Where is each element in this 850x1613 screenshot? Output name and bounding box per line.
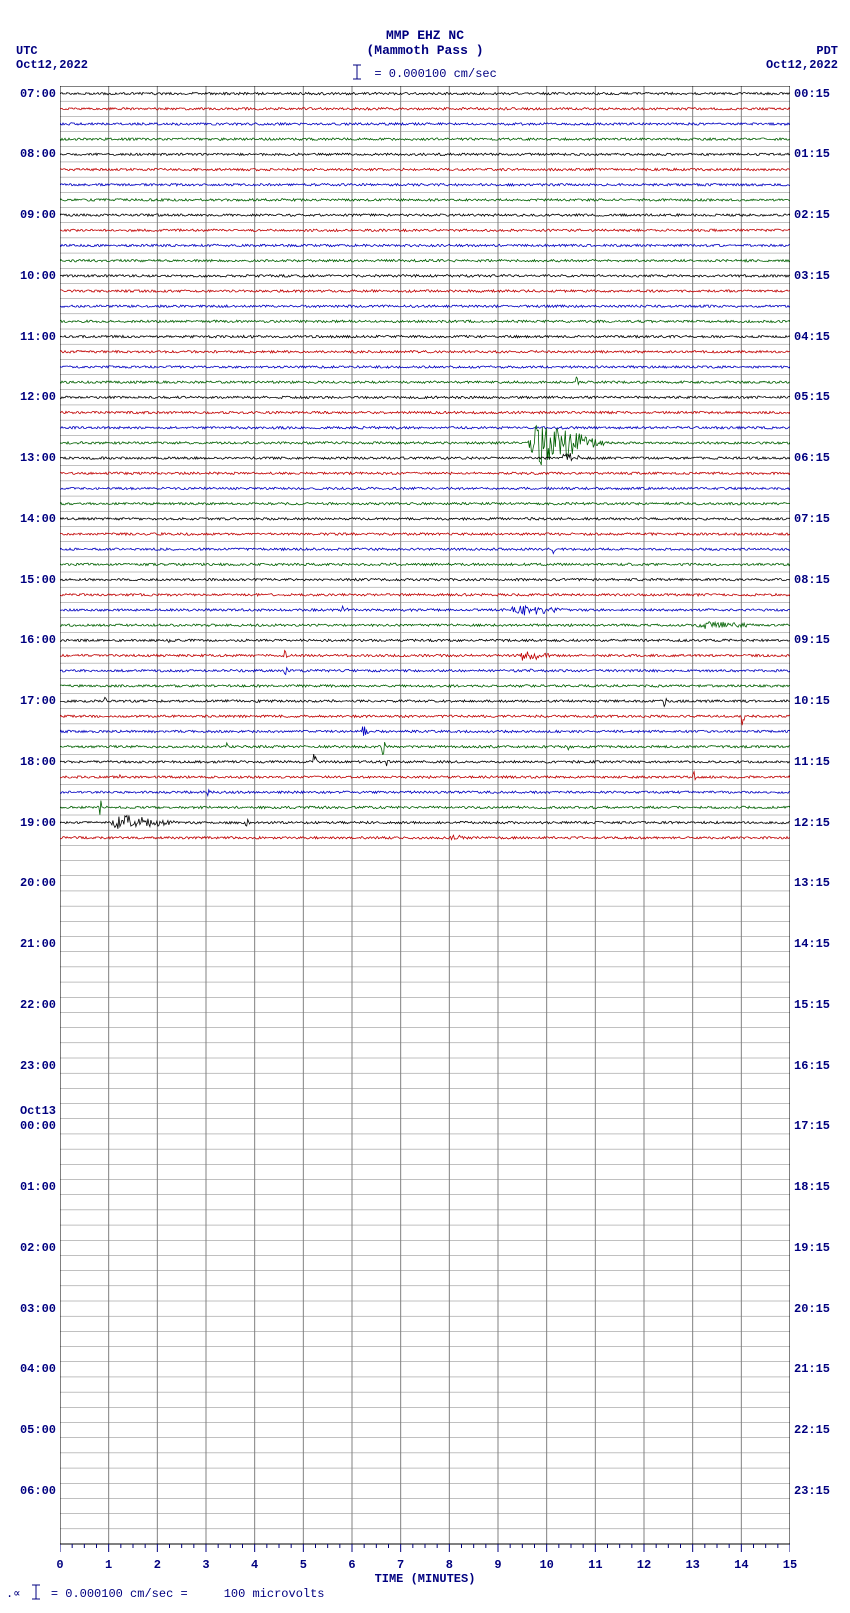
y-left-label: Oct13 <box>0 1105 56 1117</box>
y-left-label: 20:00 <box>0 877 56 889</box>
x-tick-label: 5 <box>300 1558 307 1572</box>
y-left-label: 13:00 <box>0 452 56 464</box>
y-right-label: 22:15 <box>794 1424 850 1436</box>
x-tick-label: 6 <box>348 1558 355 1572</box>
x-tick-label: 9 <box>494 1558 501 1572</box>
scale-indicator: = 0.000100 cm/sec <box>0 63 850 85</box>
x-tick-label: 15 <box>783 1558 797 1572</box>
station-location: (Mammoth Pass ) <box>0 43 850 58</box>
y-left-label: 09:00 <box>0 209 56 221</box>
plot-area <box>60 86 790 1544</box>
y-right-label: 01:15 <box>794 148 850 160</box>
y-left-label: 15:00 <box>0 574 56 586</box>
y-left-label: 19:00 <box>0 817 56 829</box>
x-tick-label: 8 <box>446 1558 453 1572</box>
y-right-label: 07:15 <box>794 513 850 525</box>
footer-bar-icon <box>32 1583 40 1605</box>
x-tick-label: 7 <box>397 1558 404 1572</box>
y-left-label: 08:00 <box>0 148 56 160</box>
y-left-label: 22:00 <box>0 999 56 1011</box>
top-right-corner: PDT Oct12,2022 <box>766 44 838 72</box>
y-right-label: 02:15 <box>794 209 850 221</box>
y-left-label: 18:00 <box>0 756 56 768</box>
y-left-label: 01:00 <box>0 1181 56 1193</box>
x-tick-label: 4 <box>251 1558 258 1572</box>
y-right-label: 15:15 <box>794 999 850 1011</box>
y-right-label: 23:15 <box>794 1485 850 1497</box>
y-left-label: 17:00 <box>0 695 56 707</box>
x-tick-label: 2 <box>154 1558 161 1572</box>
y-right-label: 05:15 <box>794 391 850 403</box>
x-tick-label: 12 <box>637 1558 651 1572</box>
y-right-label: 04:15 <box>794 331 850 343</box>
footer-scale-b: 100 microvolts <box>224 1587 325 1601</box>
y-right-label: 06:15 <box>794 452 850 464</box>
y-axis-left: 07:00 08:00 09:00 10:00 11:00 12:00 13:00 14:00… <box>0 86 56 1544</box>
station-code: MMP EHZ NC <box>0 28 850 43</box>
y-right-label: 08:15 <box>794 574 850 586</box>
seismogram-svg <box>60 86 790 1562</box>
x-tick-label: 14 <box>734 1558 748 1572</box>
y-right-label: 17:15 <box>794 1120 850 1132</box>
x-tick-label: 1 <box>105 1558 112 1572</box>
y-right-label: 13:15 <box>794 877 850 889</box>
y-right-label: 09:15 <box>794 634 850 646</box>
x-tick-label: 0 <box>56 1558 63 1572</box>
y-right-label: 10:15 <box>794 695 850 707</box>
x-tick-label: 13 <box>685 1558 699 1572</box>
y-left-label: 05:00 <box>0 1424 56 1436</box>
y-right-label: 12:15 <box>794 817 850 829</box>
y-right-label: 14:15 <box>794 938 850 950</box>
y-left-label: 02:00 <box>0 1242 56 1254</box>
x-tick-label: 3 <box>202 1558 209 1572</box>
footer-scale-a: = 0.000100 cm/sec = <box>51 1587 188 1601</box>
y-left-label: 23:00 <box>0 1060 56 1072</box>
x-tick-label: 11 <box>588 1558 602 1572</box>
y-left-label: 14:00 <box>0 513 56 525</box>
y-left-label: 03:00 <box>0 1303 56 1315</box>
y-right-label: 20:15 <box>794 1303 850 1315</box>
y-axis-right: 00:15 01:15 02:15 03:15 04:15 05:15 06:15 07:15… <box>794 86 850 1544</box>
y-left-label: 04:00 <box>0 1363 56 1375</box>
footer-mark-icon: .∝ <box>6 1587 20 1601</box>
y-left-label: 11:00 <box>0 331 56 343</box>
y-right-label: 16:15 <box>794 1060 850 1072</box>
scale-text: = 0.000100 cm/sec <box>374 67 496 81</box>
x-tick-label: 10 <box>539 1558 553 1572</box>
y-left-label: 07:00 <box>0 88 56 100</box>
y-right-label: 00:15 <box>794 88 850 100</box>
scale-bar-icon <box>353 63 361 85</box>
pdt-date: Oct12,2022 <box>766 58 838 72</box>
y-left-label: 12:00 <box>0 391 56 403</box>
y-right-label: 19:15 <box>794 1242 850 1254</box>
top-left-corner: UTC Oct12,2022 <box>16 44 88 72</box>
y-left-label: 16:00 <box>0 634 56 646</box>
header: MMP EHZ NC (Mammoth Pass ) <box>0 28 850 58</box>
pdt-label: PDT <box>766 44 838 58</box>
y-right-label: 11:15 <box>794 756 850 768</box>
y-right-label: 18:15 <box>794 1181 850 1193</box>
utc-date: Oct12,2022 <box>16 58 88 72</box>
y-left-label: 10:00 <box>0 270 56 282</box>
seismogram-page: MMP EHZ NC (Mammoth Pass ) = 0.000100 cm… <box>0 0 850 1613</box>
y-left-label: 06:00 <box>0 1485 56 1497</box>
footer: .∝ = 0.000100 cm/sec = 100 microvolts <box>6 1583 325 1605</box>
y-left-label: 00:00 <box>0 1120 56 1132</box>
y-right-label: 03:15 <box>794 270 850 282</box>
y-right-label: 21:15 <box>794 1363 850 1375</box>
y-left-label: 21:00 <box>0 938 56 950</box>
utc-label: UTC <box>16 44 88 58</box>
